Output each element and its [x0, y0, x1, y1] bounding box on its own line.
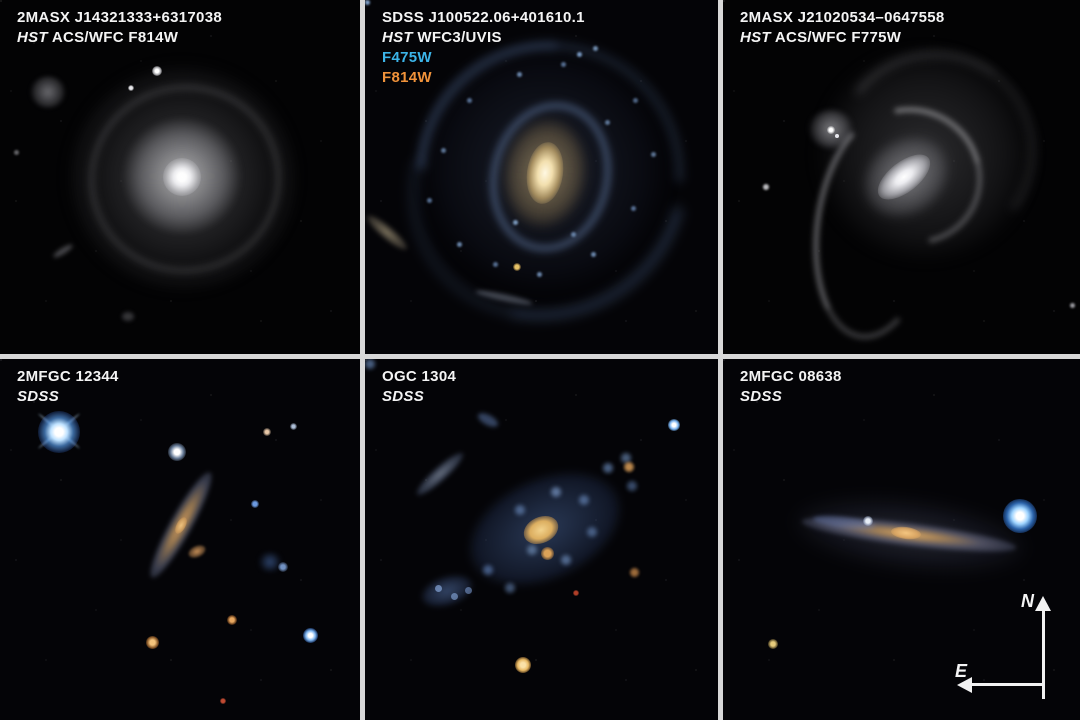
panel-label: 2MASX J14321333+6317038 HST ACS/WFC F814…	[17, 8, 222, 48]
star	[251, 500, 259, 508]
compass-east-label: E	[955, 661, 968, 681]
panel-label: 2MFGC 12344 SDSS	[17, 367, 119, 407]
star-field	[0, 359, 2, 361]
panel-2mfgc-08638: 2MFGC 08638 SDSS N E	[723, 359, 1080, 720]
star	[303, 628, 318, 643]
compass-north-line	[1042, 609, 1045, 699]
bright-blue-star	[38, 411, 80, 453]
companion-galaxy	[186, 542, 208, 561]
star-field	[723, 0, 725, 2]
instrument-line: SDSS	[740, 388, 783, 405]
panel-sdss-j100522: SDSS J100522.06+401610.1 HST WFC3/UVIS F…	[365, 0, 718, 354]
background-galaxy	[475, 410, 501, 430]
panel-ogc-1304: OGC 1304 SDSS	[365, 359, 718, 720]
star	[515, 657, 531, 673]
star	[629, 567, 640, 578]
star-field	[0, 0, 2, 2]
star	[513, 263, 521, 271]
object-title: OGC 1304	[382, 368, 457, 385]
star-forming-knots	[365, 359, 375, 369]
background-galaxy	[365, 210, 412, 255]
star	[623, 461, 635, 473]
star-field	[723, 359, 725, 361]
companion-core	[827, 126, 835, 134]
bright-blue-star	[1003, 499, 1037, 533]
galaxy-knot	[541, 547, 554, 560]
star	[835, 134, 839, 138]
star-forming-knots	[435, 585, 442, 592]
star	[128, 85, 134, 91]
star	[668, 419, 680, 431]
compass-east-arrowhead	[957, 677, 972, 693]
background-galaxy	[258, 553, 282, 571]
star	[278, 562, 288, 572]
object-title: 2MASX J14321333+6317038	[17, 9, 222, 26]
star	[763, 184, 769, 190]
object-title: 2MFGC 08638	[740, 368, 842, 385]
instrument-line: SDSS	[17, 388, 60, 405]
star	[290, 423, 297, 430]
galaxy-core	[163, 158, 201, 196]
star	[152, 66, 162, 76]
instrument-line: HST ACS/WFC F775W	[740, 29, 902, 46]
compass-north-label: N	[1021, 591, 1034, 611]
instrument-line: SDSS	[382, 388, 425, 405]
galaxy-knot	[863, 516, 873, 526]
star	[146, 636, 159, 649]
instrument-line: HST ACS/WFC F814W	[17, 29, 179, 46]
background-galaxy	[30, 76, 66, 108]
star	[220, 698, 226, 704]
filter-label-f814w: F814W	[382, 69, 432, 86]
star	[1070, 303, 1075, 308]
compass-north-arrowhead	[1035, 596, 1051, 611]
star	[227, 615, 237, 625]
compass-east-line	[971, 683, 1044, 686]
panel-label: 2MFGC 08638 SDSS	[740, 367, 842, 407]
object-title: 2MASX J21020534–0647558	[740, 9, 945, 26]
panel-label: 2MASX J21020534–0647558 HST ACS/WFC F775…	[740, 8, 945, 48]
companion-galaxy	[417, 569, 477, 613]
panel-label: OGC 1304 SDSS	[382, 367, 456, 407]
star	[14, 150, 19, 155]
filter-label-f475w: F475W	[382, 49, 432, 66]
object-title: SDSS J100522.06+401610.1	[382, 9, 585, 26]
star	[168, 443, 186, 461]
star	[768, 639, 778, 649]
panel-2masx-j14321333: 2MASX J14321333+6317038 HST ACS/WFC F814…	[0, 0, 360, 354]
companion-galaxy	[412, 448, 468, 500]
star	[263, 428, 271, 436]
background-galaxy	[122, 312, 134, 321]
panel-2mfgc-12344: 2MFGC 12344 SDSS	[0, 359, 360, 720]
panel-2masx-j21020534: 2MASX J21020534–0647558 HST ACS/WFC F775…	[723, 0, 1080, 354]
panel-label: SDSS J100522.06+401610.1 HST WFC3/UVIS F…	[382, 8, 585, 88]
background-galaxy	[52, 242, 74, 260]
star-forming-knots	[365, 0, 370, 5]
instrument-line: HST WFC3/UVIS	[382, 29, 502, 46]
star	[573, 590, 579, 596]
object-title: 2MFGC 12344	[17, 368, 119, 385]
